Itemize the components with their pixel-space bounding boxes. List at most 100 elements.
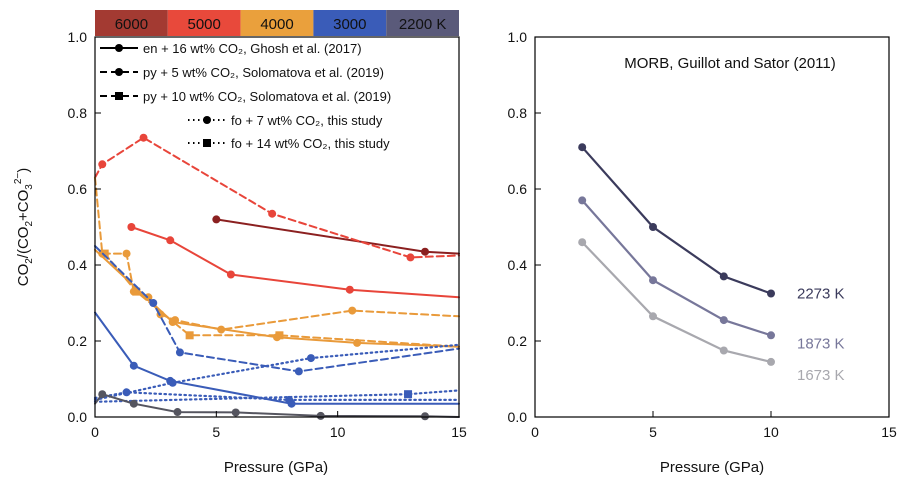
right-x-tick-label: 10 (763, 424, 779, 440)
left-x-axis-label: Pressure (GPa) (224, 459, 328, 476)
left-data-point (404, 390, 413, 399)
left-data-point (173, 408, 182, 417)
left-series-line (93, 389, 461, 403)
left-y-axis-label: CO2/(CO2+CO32−) (13, 168, 35, 287)
right-data-point (578, 238, 587, 247)
left-data-point (132, 287, 141, 296)
left-data-point (345, 285, 354, 294)
left-data-point (98, 160, 107, 169)
right-series-line (581, 241, 772, 363)
left-data-point (100, 249, 109, 258)
left-data-point (129, 399, 138, 408)
legend-marker-sample (115, 44, 123, 52)
left-data-point (231, 408, 240, 417)
legend-entry-label: en + 16 wt% CO₂, Ghosh et al. (2017) (143, 41, 362, 56)
left-series-line (93, 343, 461, 401)
temperature-bar-label: 3000 (333, 16, 366, 33)
left-x-tick-label: 5 (212, 424, 220, 440)
right-x-tick-label: 0 (531, 424, 539, 440)
left-x-tick-label: 15 (451, 424, 467, 440)
legend-entry-label: fo + 14 wt% CO₂, this study (231, 136, 390, 151)
left-data-point (98, 390, 107, 399)
left-series-line (94, 136, 460, 259)
left-x-tick-label: 10 (330, 424, 346, 440)
right-x-axis-label: Pressure (GPa) (660, 459, 764, 476)
left-data-point (139, 133, 148, 142)
right-data-point (578, 196, 587, 205)
temperature-bar-segment (240, 10, 314, 36)
left-panel: 6000 5000 4000 3000 2200 K 0 5 10 15 0.0 0.2 0.4 0.… (13, 10, 467, 476)
left-series-line (93, 391, 461, 401)
left-series-line (130, 226, 460, 299)
left-data-point (294, 367, 303, 376)
right-series-label: 1673 K (797, 367, 845, 384)
left-data-point (168, 378, 177, 387)
temperature-bar-segment (167, 10, 241, 36)
left-data-point (421, 412, 430, 421)
left-data-point (353, 338, 362, 347)
left-y-tick-label: 0.0 (68, 409, 88, 425)
right-panel: 0 5 10 15 0.0 0.2 0.4 0.6 0.8 1.0 2273 K 1873 K 167… (508, 29, 897, 476)
right-y-tick-label: 1.0 (508, 29, 528, 45)
left-series-line (94, 176, 460, 331)
left-y-tick-label: 1.0 (68, 29, 88, 45)
left-data-point (273, 333, 281, 342)
left-data-point (129, 361, 138, 370)
left-data-point (268, 209, 277, 218)
right-x-tick-label: 15 (881, 424, 897, 440)
left-data-point (348, 306, 357, 315)
legend-entry-label: fo + 7 wt% CO₂, this study (231, 113, 383, 128)
legend-marker-sample (203, 116, 211, 124)
right-data-point (578, 143, 587, 152)
right-y-tick-label: 0.8 (508, 105, 528, 121)
legend-entry-label: py + 5 wt% CO₂, Solomatova et al. (2019) (143, 65, 384, 80)
left-data-point (127, 223, 136, 231)
temperature-bar-label: 4000 (260, 16, 293, 33)
left-legend: en + 16 wt% CO₂, Ghosh et al. (2017) py +… (100, 41, 391, 151)
right-y-tick-label: 0.6 (508, 181, 528, 197)
legend-marker-sample (203, 139, 211, 147)
right-series-group: 2273 K 1873 K 1673 K (578, 143, 845, 384)
right-chart-title: MORB, Guillot and Sator (2011) (624, 55, 835, 72)
left-data-point (175, 348, 184, 357)
right-data-point (719, 272, 728, 281)
right-data-point (767, 331, 775, 340)
left-series-group (93, 133, 461, 421)
temperature-bar-label: 6000 (115, 16, 148, 33)
temperature-bar-label: 5000 (188, 16, 221, 33)
left-data-point (421, 247, 430, 256)
right-data-point (719, 316, 728, 325)
right-x-tick-label: 5 (649, 424, 657, 440)
left-y-tick-label: 0.2 (68, 333, 88, 349)
temperature-bar-segment (313, 10, 387, 36)
left-data-point (122, 388, 131, 397)
right-axes: 0 5 10 15 0.0 0.2 0.4 0.6 0.8 1.0 (508, 29, 897, 440)
left-y-tick-label: 0.6 (68, 181, 88, 197)
legend-entry-label: py + 10 wt% CO₂, Solomatova et al. (2019… (143, 89, 391, 104)
left-data-point (306, 354, 315, 363)
right-series-line (581, 146, 772, 295)
temperature-bar-segment (95, 10, 168, 36)
left-series-line (94, 245, 460, 373)
left-data-point (166, 236, 175, 245)
left-series-line (215, 218, 460, 255)
temperature-color-bar: 6000 5000 4000 3000 2200 K (95, 10, 459, 36)
left-data-point (212, 215, 221, 224)
left-data-point (122, 249, 131, 258)
temperature-bar-label: 2200 K (399, 16, 447, 33)
left-x-tick-label: 0 (91, 424, 99, 440)
left-y-tick-label: 0.8 (68, 105, 88, 121)
right-series-line (581, 199, 772, 337)
right-data-point (767, 289, 775, 298)
left-data-point (226, 270, 235, 279)
left-axes: 0 5 10 15 0.0 0.2 0.4 0.6 0.8 1.0 (68, 29, 467, 440)
legend-marker-sample (115, 92, 123, 100)
left-series-line (94, 393, 460, 418)
temperature-bar-segment (386, 10, 459, 36)
left-series-line (94, 311, 460, 405)
left-data-point (406, 253, 415, 262)
left-data-point (149, 299, 158, 307)
left-plot-frame (94, 36, 460, 418)
left-data-point (185, 331, 194, 340)
